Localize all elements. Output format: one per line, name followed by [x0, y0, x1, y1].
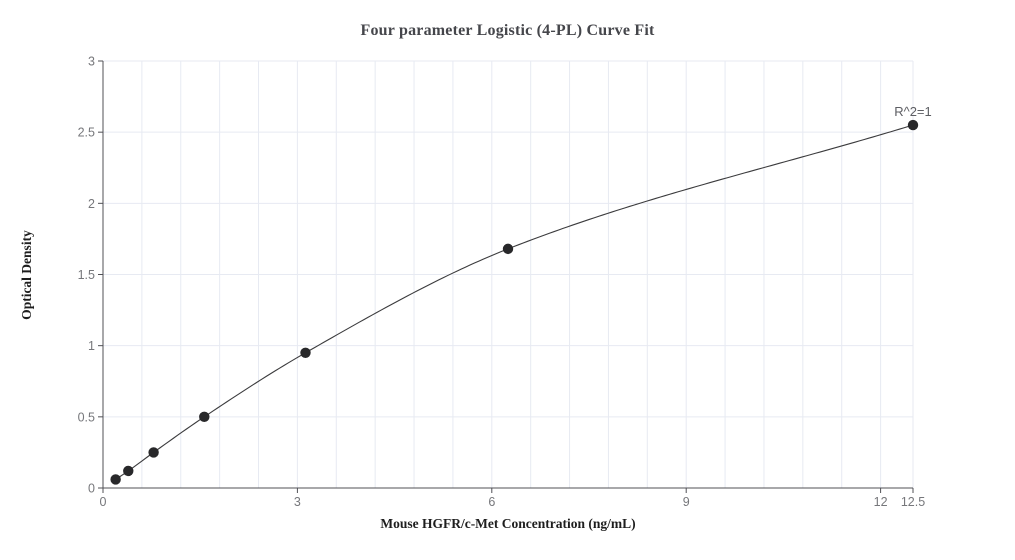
data-point	[502, 243, 514, 255]
data-point	[148, 447, 159, 458]
y-tick-label: 0.5	[78, 410, 95, 424]
y-tick-label: 2	[88, 197, 95, 211]
data-point	[199, 411, 210, 423]
data-point	[123, 465, 134, 477]
x-tick-label: 3	[294, 495, 301, 509]
y-tick-label: 3	[88, 55, 95, 69]
y-tick-label: 2.5	[78, 126, 95, 140]
data-point	[907, 119, 919, 131]
y-tick-label: 1	[88, 339, 95, 353]
fit-curve	[115, 124, 914, 480]
x-tick-label: 9	[683, 495, 690, 509]
y-tick-label: 1.5	[78, 268, 95, 282]
x-tick-label: 6	[488, 495, 495, 509]
data-point	[110, 474, 121, 485]
x-tick-label: 0	[100, 495, 107, 509]
data-point	[300, 347, 311, 358]
x-tick-label: 12.5	[901, 495, 925, 509]
x-axis-label: Mouse HGFR/c-Met Concentration (ng/mL)	[380, 516, 636, 531]
y-tick-label: 0	[88, 482, 95, 496]
r-squared-annotation: R^2=1	[894, 104, 932, 119]
x-tick-label: 12	[874, 495, 888, 509]
chart-title: Four parameter Logistic (4-PL) Curve Fit	[360, 22, 655, 39]
